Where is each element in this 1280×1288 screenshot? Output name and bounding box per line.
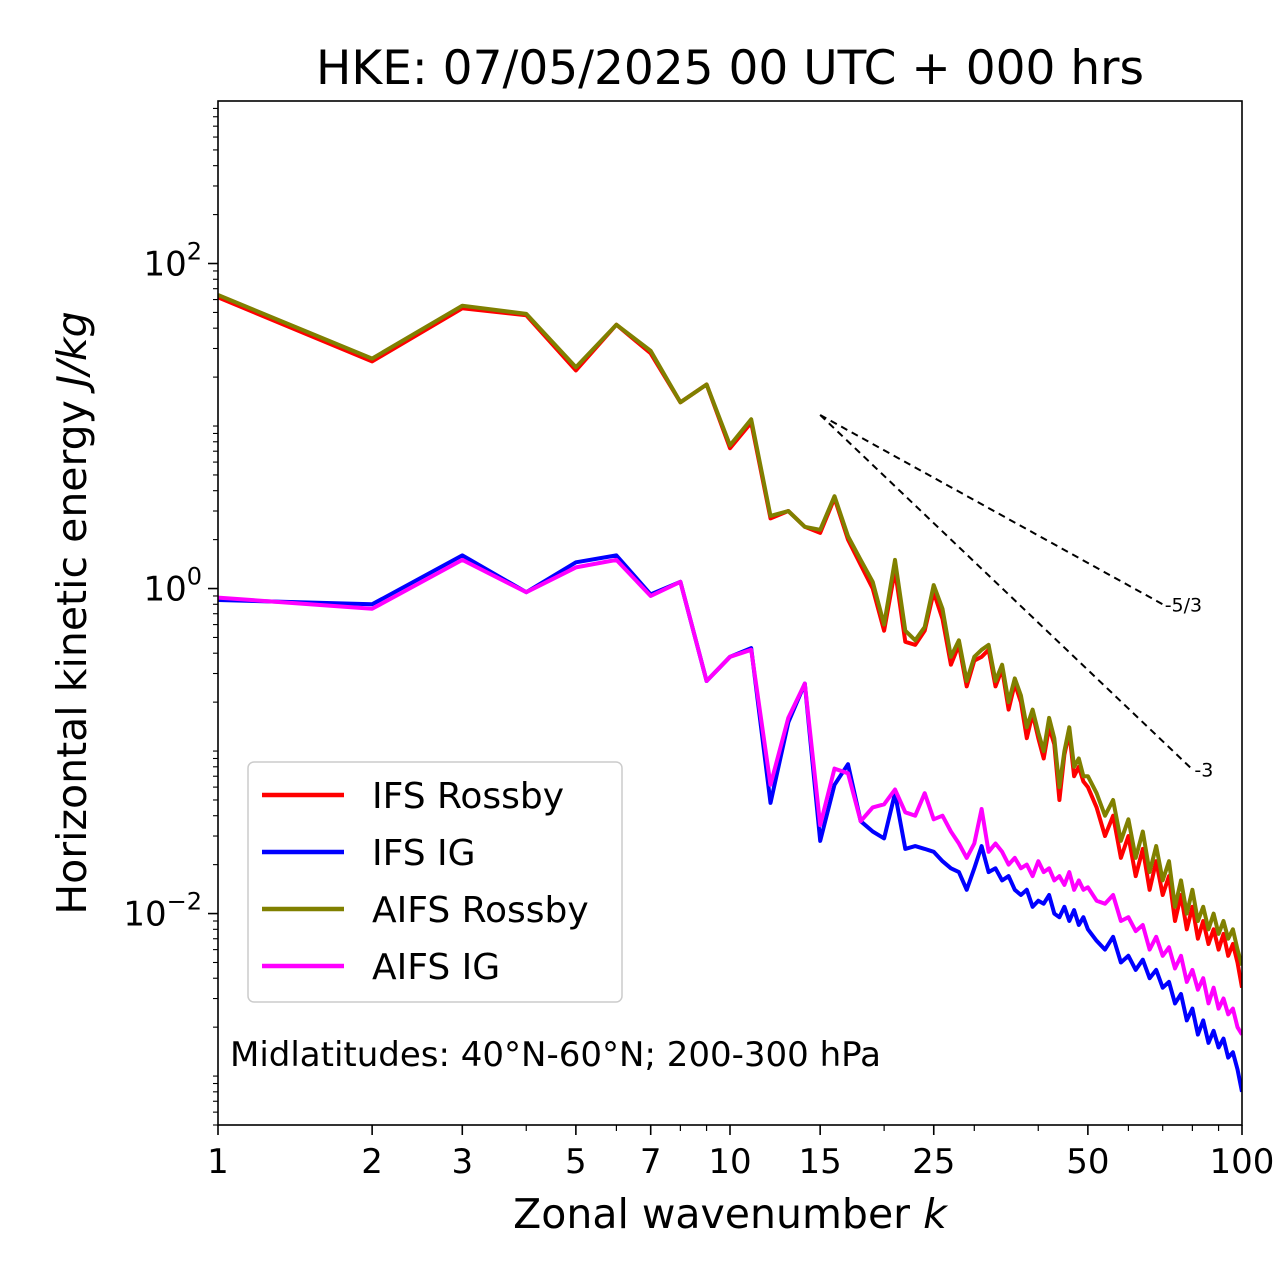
y-tick-label: 100 (143, 563, 202, 610)
y-axis-label-unit: J/kg (48, 311, 96, 394)
reference-lines: -5/3 -3 (819, 414, 1213, 781)
x-tick-label: 2 (361, 1142, 383, 1182)
y-axis-ticks: 102 100 10−2 (123, 107, 218, 1126)
legend-label-aifs-ig: AIFS IG (372, 947, 500, 988)
reference-line-label-three: -3 (1194, 759, 1213, 781)
x-axis-ticks: 1 2 3 5 7 10 15 25 50 100 (207, 1125, 1274, 1182)
x-axis-label: Zonal wavenumber k (513, 1190, 949, 1238)
y-axis-label-space (48, 387, 96, 400)
legend-label-ifs-ig: IFS IG (372, 833, 476, 874)
y-axis-label-text: Horizontal kinetic energy (48, 400, 96, 915)
x-tick-label: 25 (912, 1142, 955, 1182)
chart-title: HKE: 07/05/2025 00 UTC + 000 hrs (316, 41, 1144, 96)
reference-line-slope-three (819, 414, 1194, 771)
legend-label-aifs-rossby: AIFS Rossby (372, 890, 589, 931)
reference-line-label-five-thirds: -5/3 (1165, 594, 1202, 616)
x-axis-label-text: Zonal wavenumber (513, 1190, 910, 1238)
legend: IFS Rossby IFS IG AIFS Rossby AIFS IG (247, 761, 623, 1003)
x-axis-label-space (910, 1190, 923, 1238)
x-tick-label: 50 (1066, 1142, 1109, 1182)
region-annotation: Midlatitudes: 40°N-60°N; 200-300 hPa (230, 1035, 881, 1075)
y-tick-label: 102 (143, 238, 202, 285)
x-tick-label: 1 (207, 1142, 229, 1182)
x-tick-label: 10 (708, 1142, 751, 1182)
legend-label-ifs-rossby: IFS Rossby (372, 776, 564, 817)
series-line-aifs-ig (218, 557, 1242, 1036)
reference-line-slope-five-thirds (819, 414, 1164, 606)
series-line-aifs-rossby (218, 293, 1242, 966)
x-tick-label: 15 (799, 1142, 842, 1182)
x-tick-label: 7 (640, 1142, 662, 1182)
series-lines (218, 293, 1242, 1093)
y-axis-label: Horizontal kinetic energy J/kg (48, 311, 96, 914)
x-axis-label-var: k (923, 1190, 949, 1238)
y-tick-label: 10−2 (123, 888, 202, 935)
x-tick-label: 100 (1210, 1142, 1275, 1182)
x-tick-label: 5 (565, 1142, 587, 1182)
x-tick-label: 3 (451, 1142, 473, 1182)
legend-box (247, 761, 623, 1003)
